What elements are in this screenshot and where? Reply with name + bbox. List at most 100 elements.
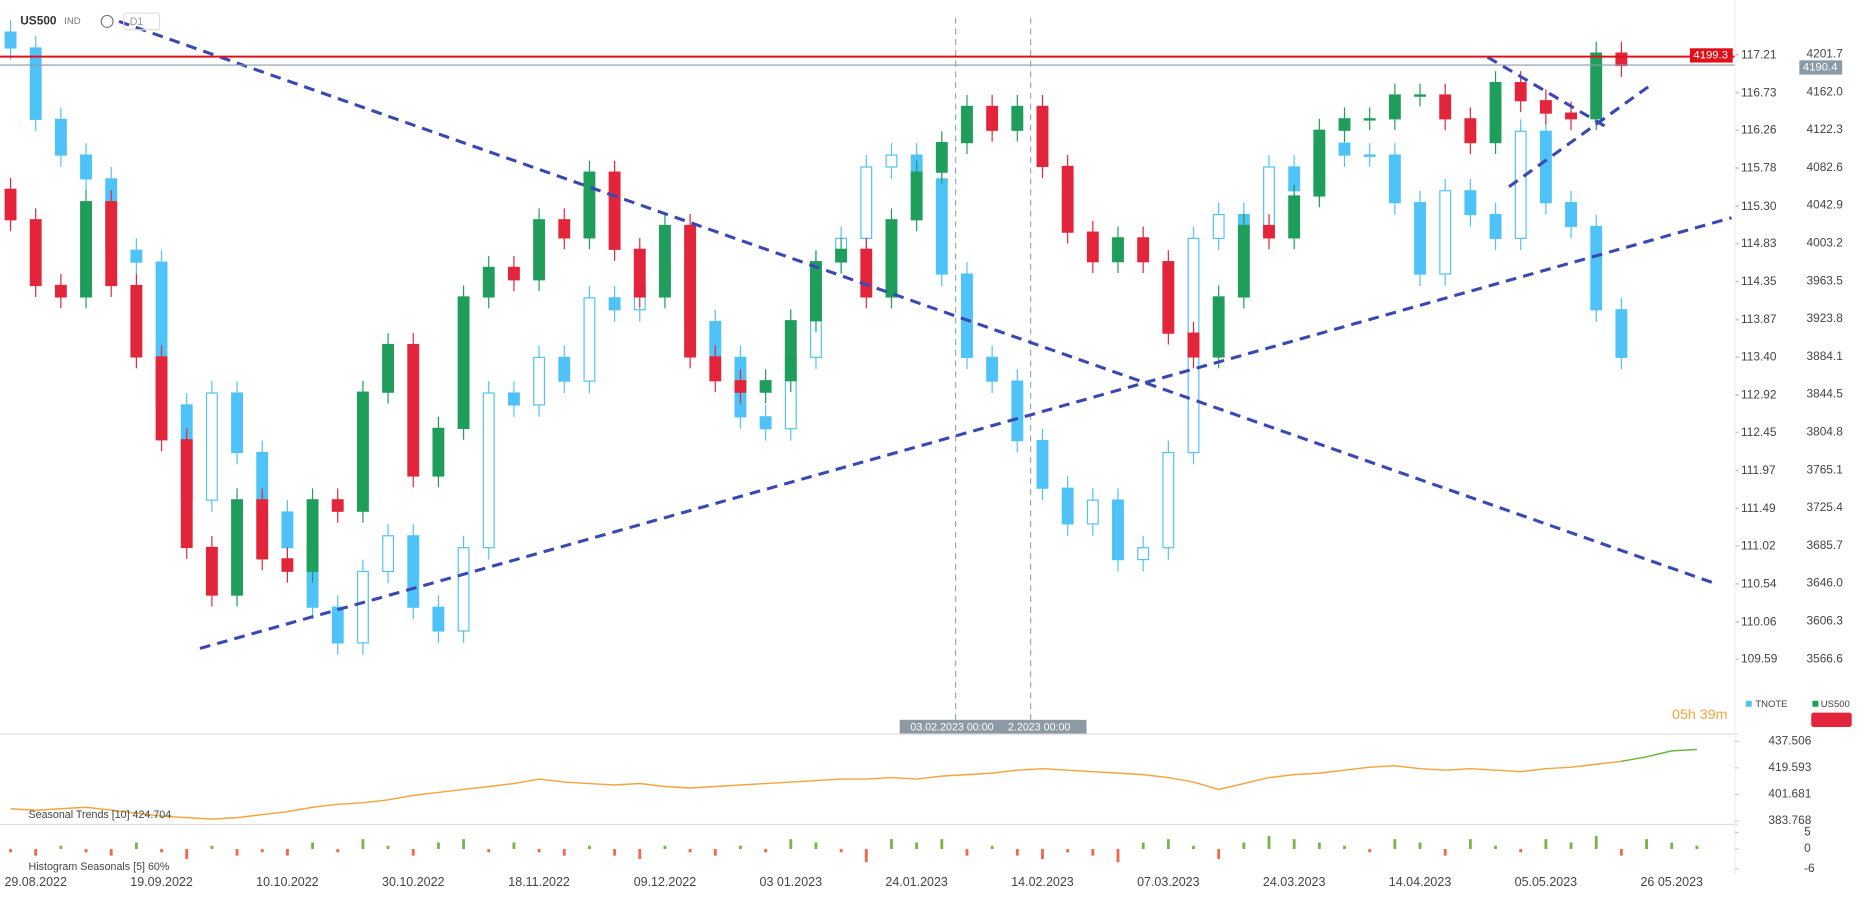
histogram-bar [1166,839,1170,850]
histogram-bar [1217,849,1221,859]
histogram-bar [965,849,969,856]
candle-body [432,606,445,632]
candle-body [155,356,168,441]
candle-body [583,297,596,382]
symbol[interactable]: US500 [20,14,57,28]
y-tick-label: 3606.3 [1806,614,1843,628]
trend-line [199,216,1732,650]
histogram-bar [1317,842,1321,850]
candle-body [1263,224,1275,239]
histogram-bar [864,849,868,863]
seasonal-line [1621,748,1697,762]
y-tick-label: 116.26 [1741,123,1777,137]
candle-body [407,535,420,608]
histogram-bar [1619,849,1623,856]
y-tick-label: 0 [1804,841,1811,855]
candle-body [457,296,470,429]
histogram-bar [713,849,717,856]
candle-body [382,343,395,393]
y-tick-label: 110.06 [1741,614,1777,628]
price-tag-label: 4190.4 [1803,61,1838,73]
remove-button[interactable] [1811,712,1852,727]
histogram-bar [1292,839,1296,850]
histogram-bar [537,849,541,853]
x-tick-label: 24.01.2023 [885,875,948,889]
candle-body [1464,190,1477,216]
histogram-bar [1091,849,1095,856]
candle-body [533,219,546,281]
y-tick-label: 113.40 [1741,349,1777,363]
candle-body [1539,130,1552,204]
price-tag [1689,48,1733,63]
candle-body [1237,224,1250,298]
price-tag-label: 4199.3 [1693,49,1728,61]
y-tick-label: 113.87 [1741,312,1776,326]
histogram-bar [160,849,163,853]
candle-body [205,392,218,501]
y-tick-label: 4122.3 [1806,122,1843,136]
candle-body [1615,52,1628,67]
interval-box[interactable] [123,12,161,31]
candle-body [331,499,344,512]
candle-body [29,47,42,120]
histogram-bar [1015,849,1019,856]
candle-body [1439,190,1452,275]
candle-body [356,570,369,644]
candle-body [4,188,17,221]
candle-body [231,392,244,454]
y-tick-label: 4082.6 [1806,160,1843,174]
y-tick-label: 112.92 [1741,388,1776,402]
candle-body [734,380,747,393]
interval[interactable]: D1 [130,16,144,28]
candle-body [1615,309,1628,358]
candle-body [1388,94,1401,120]
histogram-bar [688,849,692,853]
candle-body [810,261,822,322]
trend-line [118,19,1715,585]
x-tick-label: 30.10.2022 [382,875,445,889]
legend-label[interactable]: US500 [1821,699,1850,710]
candle-body [608,297,621,311]
histogram-bar [1569,842,1573,850]
histogram-bar [990,845,994,850]
y-tick-label: 4003.2 [1806,236,1842,250]
histogram-bar [940,839,944,850]
candle-body [1363,154,1376,157]
candle-body [1112,237,1124,263]
candle-body [130,249,143,263]
candle-body [860,248,873,298]
histogram-bar [386,845,390,850]
candle-body [256,499,269,560]
candle-body [709,356,722,382]
histogram-bar [890,839,893,850]
candle-body [29,219,42,287]
candle-body [205,546,218,596]
candle-body [961,273,973,358]
candle-body [885,219,898,298]
histogram-bar [839,849,843,853]
price-tags: 4199.3 4190.4 [0,48,1843,75]
histogram-bar [1494,845,1497,850]
candle-body [658,224,671,298]
histogram-bar [1468,839,1472,850]
price-tag [1799,60,1843,75]
legend-swatch [1745,700,1752,707]
candle-body [331,606,344,644]
y-tick-label: 4162.0 [1806,84,1843,98]
histogram-bar [235,849,239,856]
histogram-bar [663,845,667,850]
legend-label[interactable]: TNOTE [1755,699,1787,710]
histogram-bar [1368,849,1372,853]
candle-body [1489,82,1502,144]
clock-icon[interactable] [100,14,114,28]
histogram-bar [613,849,617,856]
candle-body [407,343,420,477]
candle-body [54,284,67,298]
histogram-bar [84,849,88,853]
histogram-bar [260,849,264,853]
candle-body [1338,142,1351,156]
y-tick-label: 112.45 [1741,425,1777,439]
candle-body [633,248,646,298]
x-tick-label: 10.10.2022 [256,875,319,889]
